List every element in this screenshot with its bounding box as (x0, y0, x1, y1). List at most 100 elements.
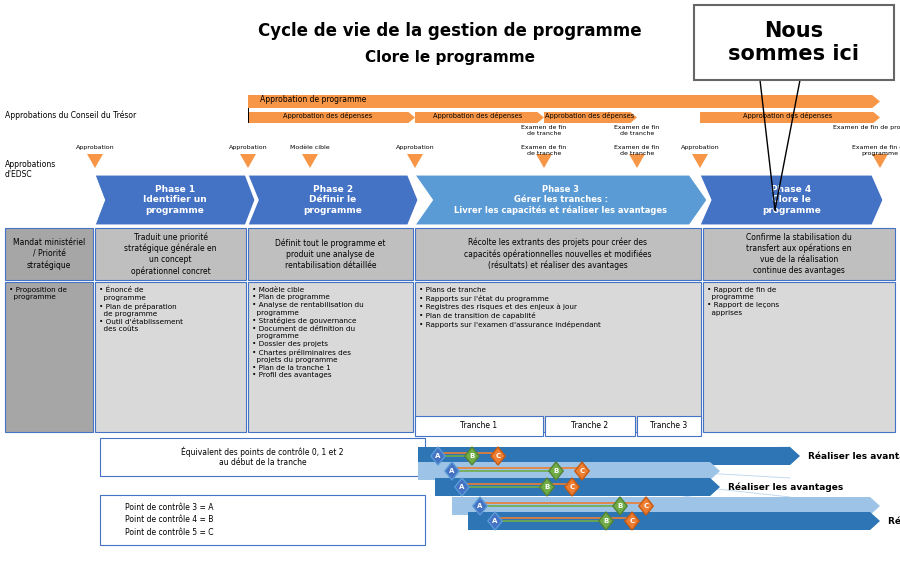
Text: Approbation des dépenses: Approbation des dépenses (284, 112, 373, 119)
Text: Examen de fin de programme: Examen de fin de programme (832, 125, 900, 130)
Polygon shape (692, 154, 708, 168)
Text: Clore le programme: Clore le programme (365, 50, 535, 65)
Text: C: C (570, 484, 574, 490)
Text: Cycle de vie de la gestion de programme: Cycle de vie de la gestion de programme (258, 22, 642, 40)
Text: B: B (470, 453, 474, 459)
FancyBboxPatch shape (703, 282, 895, 432)
Text: Examen de fin
de tranche: Examen de fin de tranche (521, 125, 567, 136)
Text: • Proposition de
  programme: • Proposition de programme (9, 287, 67, 301)
Text: Examen de fin
de tranche: Examen de fin de tranche (615, 125, 660, 136)
Text: B: B (617, 503, 623, 509)
Polygon shape (248, 95, 880, 108)
Polygon shape (639, 497, 653, 515)
Text: Approbation: Approbation (229, 145, 267, 150)
Text: Réaliser les avantages: Réaliser les avantages (808, 451, 900, 461)
Polygon shape (87, 154, 103, 168)
Text: Confirme la stabilisation du
transfert aux opérations en
vue de la réalisation
c: Confirme la stabilisation du transfert a… (746, 233, 852, 275)
Text: A: A (492, 518, 498, 524)
Text: B: B (544, 484, 550, 490)
Text: Approbation des dépenses: Approbation des dépenses (434, 112, 523, 119)
FancyBboxPatch shape (248, 282, 413, 432)
Polygon shape (625, 512, 639, 530)
Polygon shape (700, 112, 880, 123)
Text: • Plans de tranche
• Rapports sur l'état du programme
• Registres des risques et: • Plans de tranche • Rapports sur l'état… (419, 287, 601, 328)
FancyBboxPatch shape (415, 228, 701, 280)
Text: Tranche 3: Tranche 3 (651, 422, 688, 431)
Text: A: A (436, 453, 441, 459)
Polygon shape (95, 175, 255, 225)
Polygon shape (544, 112, 637, 123)
Text: • Rapport de fin de
  programme
• Rapport de leçons
  apprises: • Rapport de fin de programme • Rapport … (707, 287, 779, 316)
Polygon shape (468, 512, 880, 530)
Text: Mandat ministériel
/ Priorité
stratégique: Mandat ministériel / Priorité stratégiqu… (13, 239, 86, 270)
Text: Examen de fin
de tranche: Examen de fin de tranche (615, 145, 660, 156)
Text: B: B (554, 468, 559, 474)
Polygon shape (464, 447, 479, 465)
Polygon shape (407, 154, 423, 168)
Polygon shape (472, 497, 487, 515)
Text: Équivalent des points de contrôle 0, 1 et 2
au début de la tranche: Équivalent des points de contrôle 0, 1 e… (181, 446, 344, 467)
Text: • Énoncé de
  programme
• Plan de préparation
  de programme
• Outil d'établisse: • Énoncé de programme • Plan de préparat… (99, 287, 183, 332)
Text: Définit tout le programme et
produit une analyse de
rentabilisation détaillée: Définit tout le programme et produit une… (275, 239, 386, 269)
Polygon shape (491, 447, 505, 465)
Text: Examen de fin
de tranche: Examen de fin de tranche (521, 145, 567, 156)
Text: Approbation de programme: Approbation de programme (260, 95, 366, 104)
FancyBboxPatch shape (703, 228, 895, 280)
Text: Tranche 2: Tranche 2 (572, 422, 608, 431)
FancyBboxPatch shape (5, 282, 93, 432)
Text: Point de contrôle 3 = A
Point de contrôle 4 = B
Point de contrôle 5 = C: Point de contrôle 3 = A Point de contrôl… (125, 503, 213, 537)
Polygon shape (575, 462, 590, 480)
Text: Récolte les extrants des projets pour créer des
capacités opérationnelles nouvel: Récolte les extrants des projets pour cr… (464, 238, 652, 270)
Polygon shape (598, 512, 613, 530)
Text: Phase 4
Clore le
programme: Phase 4 Clore le programme (762, 185, 821, 215)
Text: Examen de fin de
programme: Examen de fin de programme (852, 145, 900, 156)
FancyBboxPatch shape (694, 5, 894, 80)
Polygon shape (248, 175, 418, 225)
Polygon shape (452, 497, 880, 515)
Text: Réaliser les avantages: Réaliser les avantages (728, 482, 843, 492)
Text: Approbations
d'EDSC: Approbations d'EDSC (5, 160, 56, 179)
FancyBboxPatch shape (415, 416, 543, 436)
Polygon shape (418, 447, 800, 465)
Text: Réaliser les avantages: Réaliser les avantages (888, 516, 900, 526)
Polygon shape (540, 478, 554, 496)
Polygon shape (454, 478, 469, 496)
Text: C: C (495, 453, 500, 459)
Text: • Modèle cible
• Plan de programme
• Analyse de rentabilisation du
  programme
•: • Modèle cible • Plan de programme • Ana… (252, 287, 364, 378)
Polygon shape (872, 154, 888, 168)
Polygon shape (418, 462, 720, 480)
Text: Approbation des dépenses: Approbation des dépenses (545, 112, 634, 119)
FancyBboxPatch shape (5, 228, 93, 280)
Text: Traduit une priorité
stratégique générale en
un concept
opérationnel concret: Traduit une priorité stratégique général… (124, 233, 217, 276)
Text: Approbation des dépenses: Approbation des dépenses (743, 112, 832, 119)
Text: Approbation: Approbation (396, 145, 435, 150)
Polygon shape (415, 112, 544, 123)
Text: Nous
sommes ici: Nous sommes ici (728, 21, 860, 64)
Polygon shape (700, 175, 883, 225)
FancyBboxPatch shape (95, 228, 246, 280)
FancyBboxPatch shape (95, 282, 246, 432)
Text: A: A (449, 468, 454, 474)
Text: Modèle cible: Modèle cible (290, 145, 329, 150)
Text: C: C (644, 503, 649, 509)
FancyBboxPatch shape (248, 228, 413, 280)
FancyBboxPatch shape (100, 438, 425, 476)
Text: A: A (477, 503, 482, 509)
Text: Phase 2
Définir le
programme: Phase 2 Définir le programme (303, 185, 363, 215)
Polygon shape (302, 154, 318, 168)
Text: B: B (603, 518, 608, 524)
FancyBboxPatch shape (637, 416, 701, 436)
Polygon shape (549, 462, 563, 480)
Polygon shape (536, 154, 552, 168)
Text: Approbation: Approbation (76, 145, 114, 150)
Polygon shape (613, 497, 627, 515)
Polygon shape (565, 478, 580, 496)
Polygon shape (240, 154, 256, 168)
Polygon shape (488, 512, 502, 530)
Text: C: C (629, 518, 634, 524)
Polygon shape (629, 154, 645, 168)
Text: A: A (459, 484, 464, 490)
Text: Tranche 1: Tranche 1 (461, 422, 498, 431)
FancyBboxPatch shape (100, 495, 425, 545)
Polygon shape (435, 478, 720, 496)
